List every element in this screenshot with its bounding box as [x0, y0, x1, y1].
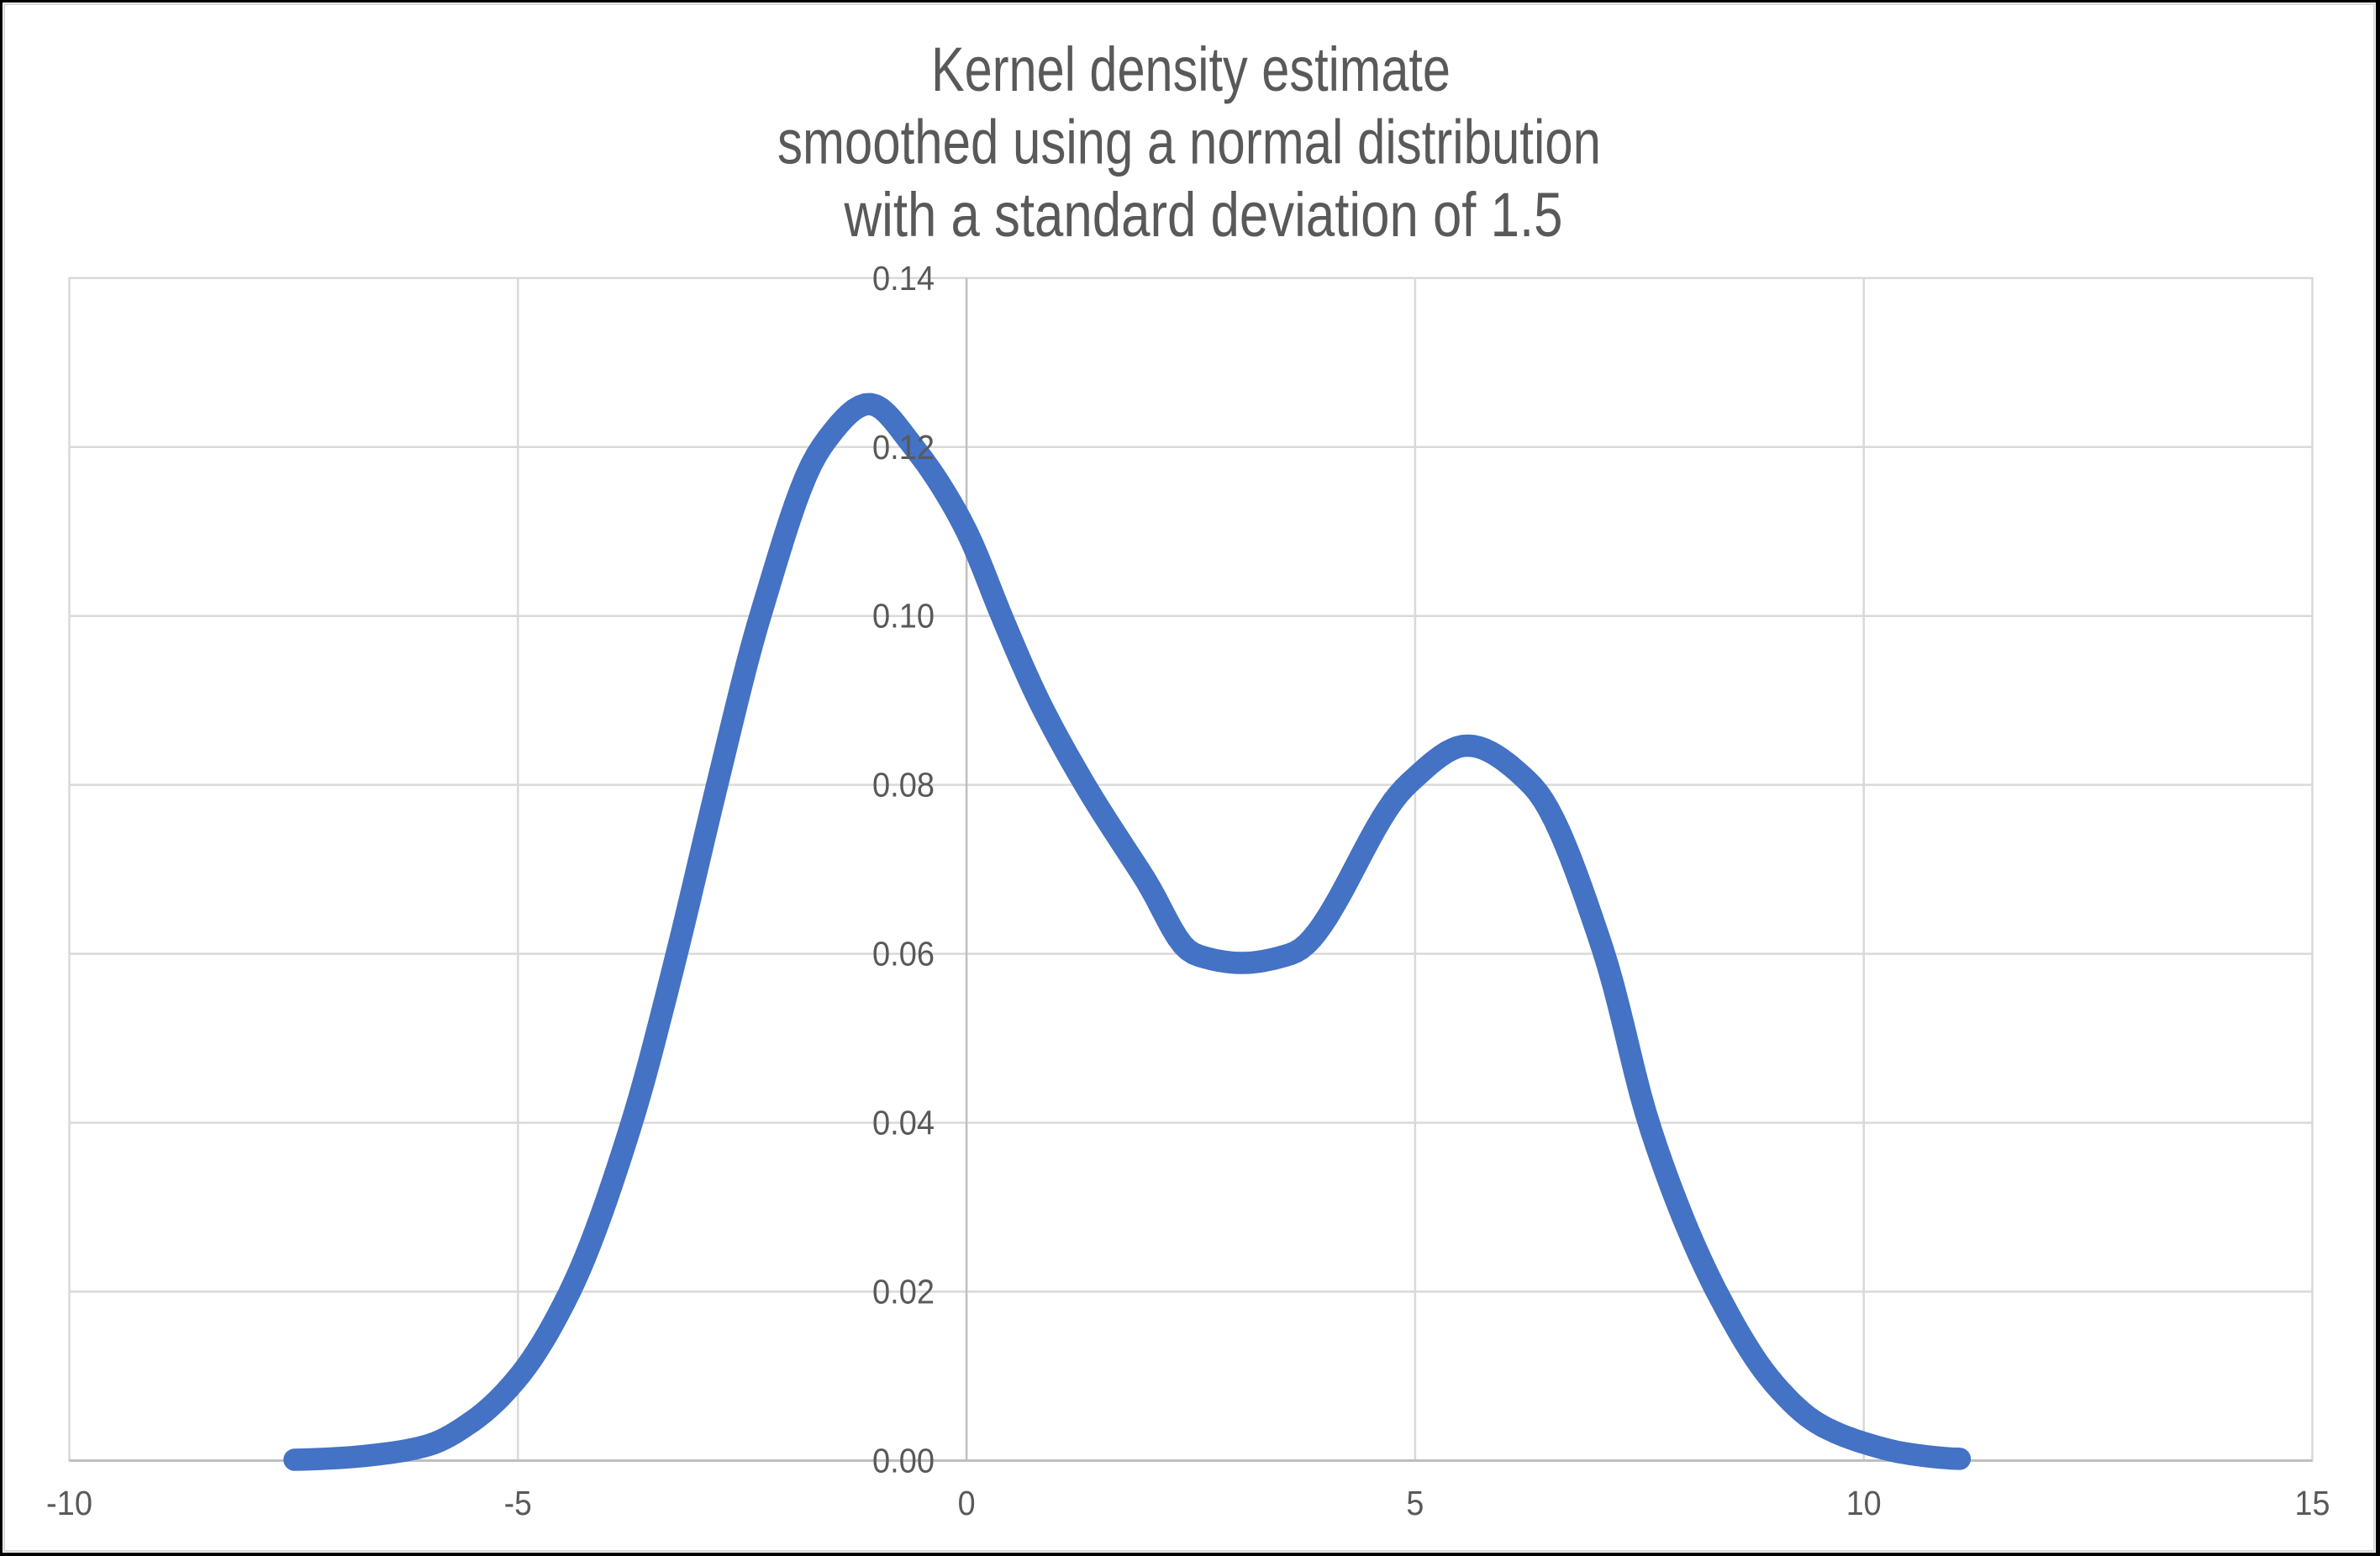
svg-text:15: 15 [2295, 1484, 2330, 1522]
svg-text:0.12: 0.12 [872, 428, 935, 467]
svg-text:smoothed using a normal distri: smoothed using a normal distribution [777, 108, 1601, 177]
svg-text:Kernel density estimate: Kernel density estimate [931, 34, 1451, 104]
svg-text:with a standard deviation of 1: with a standard deviation of 1.5 [844, 180, 1563, 250]
svg-text:0.02: 0.02 [872, 1273, 935, 1311]
svg-text:-5: -5 [504, 1484, 532, 1522]
svg-text:0.00: 0.00 [872, 1442, 935, 1480]
svg-text:0.08: 0.08 [872, 766, 935, 804]
svg-text:-10: -10 [46, 1484, 92, 1522]
svg-text:0.14: 0.14 [872, 259, 935, 298]
svg-text:0: 0 [958, 1484, 976, 1522]
svg-text:0.10: 0.10 [872, 597, 935, 636]
svg-text:0.04: 0.04 [872, 1104, 935, 1142]
svg-text:10: 10 [1846, 1484, 1882, 1522]
svg-text:5: 5 [1406, 1484, 1424, 1522]
svg-text:0.06: 0.06 [872, 935, 935, 973]
